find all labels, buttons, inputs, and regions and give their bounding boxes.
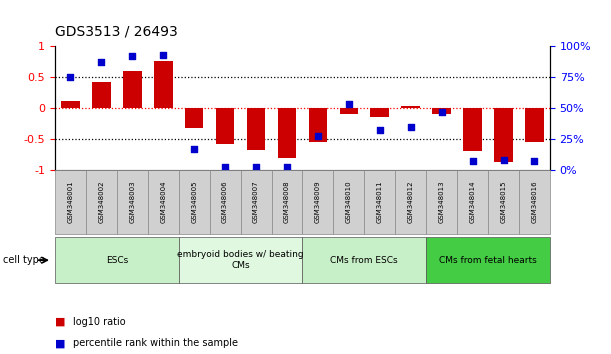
Bar <box>185 108 203 128</box>
FancyBboxPatch shape <box>426 170 457 234</box>
FancyBboxPatch shape <box>302 170 334 234</box>
Text: ESCs: ESCs <box>106 256 128 265</box>
Text: GSM348011: GSM348011 <box>377 181 382 223</box>
Point <box>437 109 447 115</box>
Text: GDS3513 / 26493: GDS3513 / 26493 <box>55 25 178 39</box>
Text: GSM348015: GSM348015 <box>500 181 507 223</box>
Text: ■: ■ <box>55 317 65 327</box>
Text: GSM348012: GSM348012 <box>408 181 414 223</box>
Text: GSM348003: GSM348003 <box>130 181 135 223</box>
FancyBboxPatch shape <box>302 237 426 283</box>
FancyBboxPatch shape <box>117 170 148 234</box>
FancyBboxPatch shape <box>426 237 550 283</box>
Bar <box>370 108 389 117</box>
FancyBboxPatch shape <box>519 170 550 234</box>
Point <box>375 127 385 133</box>
Point <box>251 165 261 170</box>
Text: GSM348007: GSM348007 <box>253 181 259 223</box>
Point <box>128 53 137 59</box>
FancyBboxPatch shape <box>210 170 241 234</box>
Text: log10 ratio: log10 ratio <box>73 317 126 327</box>
Text: CMs from fetal hearts: CMs from fetal hearts <box>439 256 537 265</box>
Bar <box>525 108 544 142</box>
Point <box>282 165 292 170</box>
Bar <box>433 108 451 114</box>
Point <box>189 146 199 152</box>
Bar <box>216 108 235 144</box>
FancyBboxPatch shape <box>457 170 488 234</box>
Point <box>530 159 540 164</box>
Text: GSM348002: GSM348002 <box>98 181 104 223</box>
Text: GSM348009: GSM348009 <box>315 181 321 223</box>
FancyBboxPatch shape <box>86 170 117 234</box>
Text: percentile rank within the sample: percentile rank within the sample <box>73 338 238 348</box>
Text: GSM348016: GSM348016 <box>532 181 538 223</box>
Bar <box>92 82 111 108</box>
FancyBboxPatch shape <box>334 170 364 234</box>
Point <box>313 133 323 139</box>
Text: cell type: cell type <box>3 255 45 265</box>
FancyBboxPatch shape <box>395 170 426 234</box>
Bar <box>494 108 513 162</box>
Bar <box>309 108 327 142</box>
Bar <box>401 106 420 108</box>
Point <box>220 165 230 170</box>
Text: GSM348006: GSM348006 <box>222 181 228 223</box>
Bar <box>61 101 79 108</box>
Text: GSM348008: GSM348008 <box>284 181 290 223</box>
Bar <box>277 108 296 158</box>
Point <box>344 101 354 107</box>
FancyBboxPatch shape <box>148 170 178 234</box>
Text: GSM348014: GSM348014 <box>470 181 475 223</box>
Text: GSM348010: GSM348010 <box>346 181 352 223</box>
FancyBboxPatch shape <box>364 170 395 234</box>
Point <box>158 52 168 57</box>
Text: GSM348004: GSM348004 <box>160 181 166 223</box>
Text: ■: ■ <box>55 338 65 348</box>
Bar <box>154 61 172 108</box>
FancyBboxPatch shape <box>55 170 86 234</box>
Text: CMs from ESCs: CMs from ESCs <box>331 256 398 265</box>
Point <box>65 74 75 80</box>
FancyBboxPatch shape <box>55 237 178 283</box>
FancyBboxPatch shape <box>241 170 271 234</box>
FancyBboxPatch shape <box>178 237 302 283</box>
Point <box>406 124 415 129</box>
Text: GSM348005: GSM348005 <box>191 181 197 223</box>
Bar <box>463 108 482 152</box>
Bar <box>247 108 265 150</box>
FancyBboxPatch shape <box>178 170 210 234</box>
Text: embryoid bodies w/ beating
CMs: embryoid bodies w/ beating CMs <box>177 251 304 270</box>
Point <box>499 157 508 163</box>
Bar <box>123 71 142 108</box>
Point <box>467 159 477 164</box>
Point <box>97 59 106 65</box>
Bar <box>340 108 358 114</box>
Text: GSM348001: GSM348001 <box>67 181 73 223</box>
Text: GSM348013: GSM348013 <box>439 181 445 223</box>
FancyBboxPatch shape <box>271 170 302 234</box>
FancyBboxPatch shape <box>488 170 519 234</box>
